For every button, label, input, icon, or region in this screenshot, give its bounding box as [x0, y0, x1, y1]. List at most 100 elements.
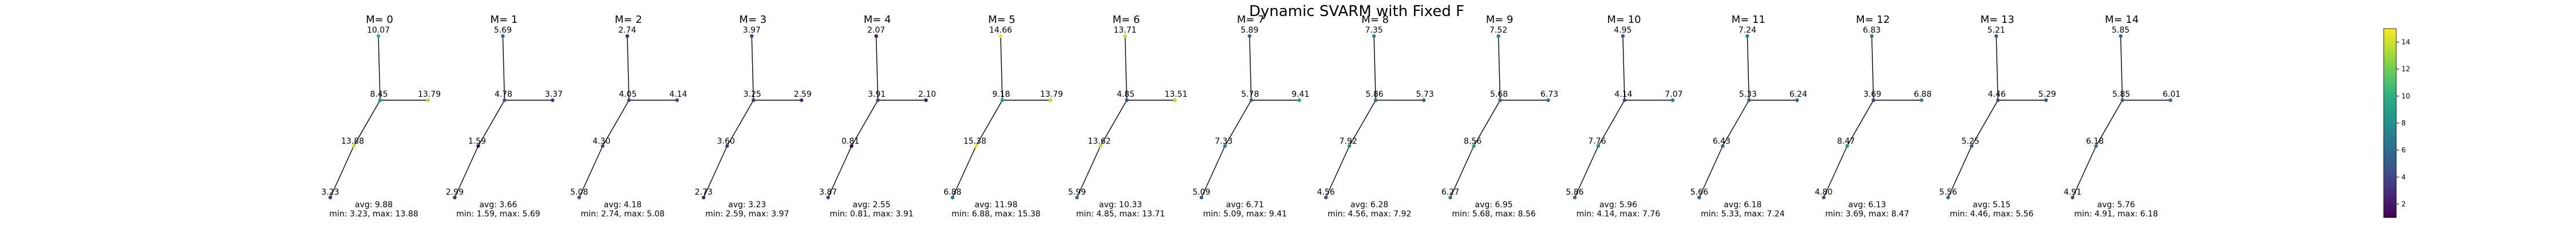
- node-top: [376, 34, 381, 38]
- range-text: min: 1.59, max: 5.69: [456, 210, 540, 219]
- node-mid: [1970, 144, 1974, 148]
- node-mid: [1223, 144, 1227, 148]
- node-bottom: [453, 195, 457, 200]
- avg-text: avg: 6.28: [1350, 200, 1388, 210]
- node-mid: [1845, 144, 1849, 148]
- node-mid: [351, 144, 356, 148]
- label-center: 9.18: [992, 90, 1010, 99]
- node-right: [1919, 98, 1923, 102]
- label-top: 13.71: [1113, 26, 1136, 35]
- edge-center-mid: [1722, 100, 1750, 147]
- panel-title: M= 10: [1607, 14, 1641, 26]
- label-bottom: 4.80: [1815, 188, 1832, 197]
- edge-top-center: [502, 35, 505, 101]
- edge-center-mid: [1971, 100, 1998, 147]
- node-bottom: [826, 195, 830, 200]
- edge-top-center: [1249, 35, 1252, 101]
- edge-center-mid: [726, 100, 754, 147]
- label-bottom: 2.99: [446, 188, 464, 197]
- label-top: 10.07: [367, 26, 390, 35]
- colorbar: 2 4 6 8 10 12 14: [2383, 28, 2410, 218]
- node-center: [378, 98, 382, 102]
- colorbar-tick-label: 14: [2401, 38, 2410, 46]
- label-bottom: 5.56: [1939, 188, 1957, 197]
- edge-mid-bottom: [1201, 145, 1226, 198]
- label-mid: 8.47: [1837, 137, 1855, 146]
- label-mid: 13.88: [341, 137, 364, 146]
- label-right: 6.01: [2163, 90, 2180, 99]
- node-mid: [1721, 144, 1725, 148]
- edge-center-mid: [477, 100, 505, 147]
- label-right: 7.07: [1665, 90, 1682, 99]
- node-center: [752, 98, 756, 102]
- label-top: 5.89: [1240, 26, 1258, 35]
- node-right: [551, 98, 555, 102]
- panel-title: M= 1: [491, 14, 518, 26]
- panel-title: M= 2: [615, 14, 642, 26]
- panel-title: M= 9: [1486, 14, 1514, 26]
- edge-mid-bottom: [2072, 145, 2097, 198]
- avg-text: avg: 5.96: [1599, 200, 1637, 210]
- node-bottom: [1697, 195, 1701, 200]
- panel-title: M= 5: [988, 14, 1016, 26]
- label-right: 6.24: [1789, 90, 1807, 99]
- range-text: min: 6.88, max: 15.38: [951, 210, 1040, 219]
- edge-mid-bottom: [703, 145, 728, 198]
- label-top: 3.97: [743, 26, 761, 35]
- label-bottom: 2.73: [695, 188, 713, 197]
- panel-m5: M= 514.66 9.18 13.79 15.38 6.88 avg: 11.98min…: [943, 14, 1063, 219]
- label-center: 5.78: [1241, 90, 1259, 99]
- label-bottom: 6.88: [943, 188, 961, 197]
- avg-text: avg: 6.18: [1724, 200, 1761, 210]
- label-bottom: 3.87: [819, 188, 837, 197]
- label-bottom: 3.23: [321, 188, 339, 197]
- edge-mid-bottom: [1325, 145, 1350, 198]
- panel-title: M= 13: [1981, 14, 2014, 26]
- edge-mid-bottom: [1574, 145, 1599, 198]
- label-right: 6.88: [1914, 90, 1931, 99]
- node-bottom: [1573, 195, 1577, 200]
- node-top: [874, 34, 878, 38]
- node-mid: [476, 144, 480, 148]
- range-text: min: 4.91, max: 6.18: [2074, 210, 2158, 219]
- range-text: min: 5.33, max: 7.24: [1701, 210, 1785, 219]
- node-top: [1247, 34, 1251, 38]
- colorbar-tick-label: 10: [2401, 92, 2410, 100]
- label-right: 6.73: [1540, 90, 1558, 99]
- label-center: 3.25: [744, 90, 761, 99]
- panel-title: M= 4: [864, 14, 891, 26]
- node-bottom: [1324, 195, 1328, 200]
- node-center: [1498, 98, 1502, 102]
- label-right: 5.73: [1416, 90, 1434, 99]
- label-mid: 15.38: [963, 137, 986, 146]
- node-top: [998, 34, 1003, 38]
- edge-center-mid: [851, 100, 879, 147]
- label-center: 5.68: [1490, 90, 1508, 99]
- label-right: 13.79: [418, 90, 441, 99]
- label-right: 9.41: [1291, 90, 1309, 99]
- edge-mid-bottom: [1698, 145, 1724, 198]
- range-text: min: 5.09, max: 9.41: [1203, 210, 1287, 219]
- avg-text: avg: 5.76: [2097, 200, 2135, 210]
- label-mid: 1.59: [468, 137, 486, 146]
- edge-top-center: [1996, 35, 1998, 101]
- label-right: 13.51: [1164, 90, 1187, 99]
- node-top: [1745, 34, 1749, 38]
- panel-title: M= 14: [2105, 14, 2139, 26]
- edge-top-center: [1498, 35, 1501, 101]
- panel-title: M= 6: [1113, 14, 1140, 26]
- label-bottom: 5.08: [570, 188, 588, 197]
- node-bottom: [1946, 195, 1950, 200]
- node-mid: [2094, 144, 2098, 148]
- edge-top-center: [627, 35, 630, 101]
- label-center: 4.46: [1988, 90, 2006, 99]
- avg-text: avg: 11.98: [975, 200, 1018, 210]
- edge-center-mid: [1598, 100, 1625, 147]
- avg-text: avg: 9.88: [355, 200, 393, 210]
